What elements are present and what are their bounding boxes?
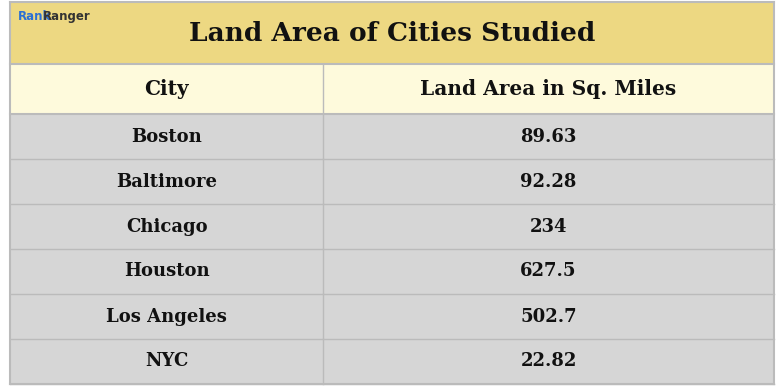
Text: 22.82: 22.82 bbox=[521, 352, 577, 370]
Text: 92.28: 92.28 bbox=[521, 172, 577, 191]
Text: Boston: Boston bbox=[131, 127, 202, 145]
Bar bbox=[10, 159, 774, 204]
Bar bbox=[10, 2, 774, 64]
Text: NYC: NYC bbox=[145, 352, 188, 370]
Bar bbox=[10, 114, 774, 159]
Bar bbox=[10, 294, 774, 339]
Text: City: City bbox=[144, 79, 189, 99]
Text: Land Area of Cities Studied: Land Area of Cities Studied bbox=[189, 20, 595, 45]
Bar bbox=[10, 339, 774, 384]
Bar bbox=[10, 64, 774, 114]
Text: Baltimore: Baltimore bbox=[116, 172, 217, 191]
Text: Land Area in Sq. Miles: Land Area in Sq. Miles bbox=[420, 79, 677, 99]
Text: 89.63: 89.63 bbox=[521, 127, 577, 145]
Bar bbox=[10, 204, 774, 249]
Text: Houston: Houston bbox=[124, 263, 209, 281]
Text: Chicago: Chicago bbox=[125, 218, 208, 236]
Text: Rank: Rank bbox=[18, 10, 51, 23]
Text: 234: 234 bbox=[530, 218, 568, 236]
Text: Ranger: Ranger bbox=[43, 10, 91, 23]
Text: Los Angeles: Los Angeles bbox=[106, 307, 227, 325]
Bar bbox=[10, 249, 774, 294]
Text: 627.5: 627.5 bbox=[521, 263, 577, 281]
Text: 502.7: 502.7 bbox=[521, 307, 577, 325]
